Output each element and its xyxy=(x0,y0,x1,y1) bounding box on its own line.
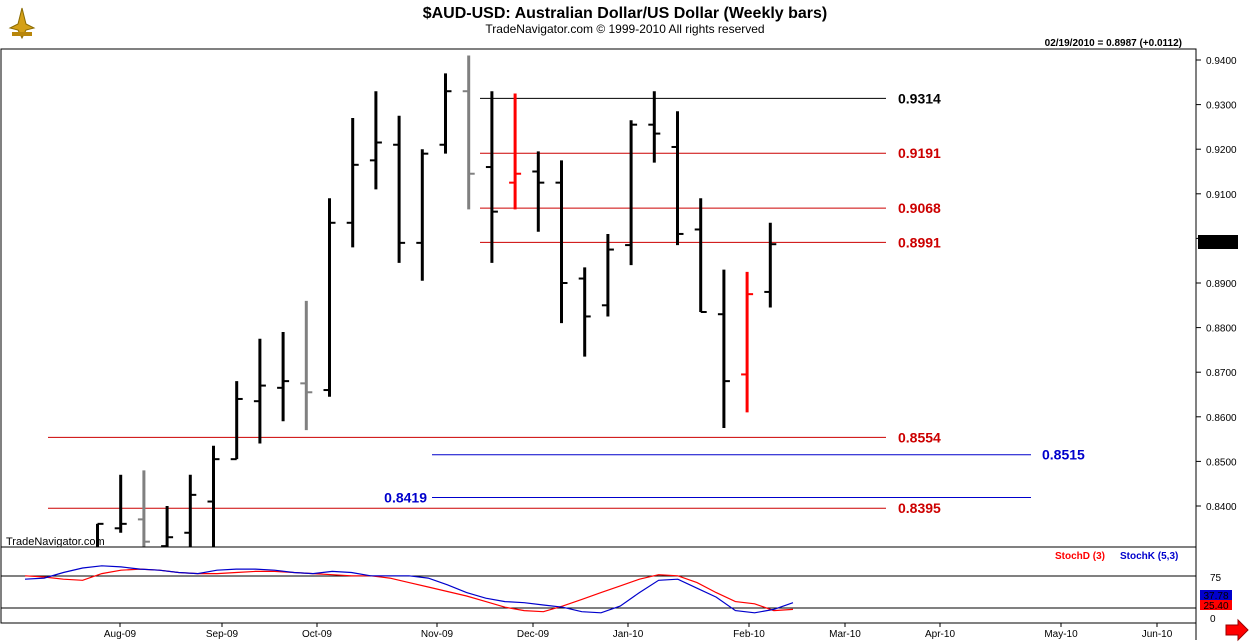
ohlc-bar xyxy=(532,151,545,232)
stoch-line xyxy=(24,565,794,614)
price-tick-label: 0.9400 xyxy=(1206,56,1237,67)
ohlc-bar xyxy=(485,91,498,263)
ohlc-bar xyxy=(764,222,777,308)
last-price-marker: 0.8987 xyxy=(1198,235,1238,249)
price-tick-label: 0.8500 xyxy=(1206,457,1237,468)
stoch-readouts: 37.78 25.40 xyxy=(1200,590,1232,612)
level-label: 0.8554 xyxy=(898,429,941,445)
ohlc-bar xyxy=(671,111,684,246)
ohlc-bar xyxy=(253,338,266,444)
level-label: 0.9068 xyxy=(898,200,941,216)
ohlc-bar xyxy=(277,332,290,422)
price-y-axis: 0.94000.93000.92000.91000.90000.89000.88… xyxy=(1196,56,1237,513)
ohlc-bar xyxy=(625,120,638,266)
date-tick-label: Aug-09 xyxy=(104,629,137,640)
date-tick-label: Nov-09 xyxy=(421,629,454,640)
ohlc-bar xyxy=(346,117,359,248)
price-tick-label: 0.8700 xyxy=(1206,368,1237,379)
watermark-text: TradeNavigator.com xyxy=(6,536,105,548)
stoch-d-readout: 25.40 xyxy=(1203,601,1228,612)
ohlc-bar xyxy=(137,470,150,547)
ohlc-bar xyxy=(184,474,197,547)
date-tick-label: Sep-09 xyxy=(206,629,239,640)
stoch-tick-0: 0 xyxy=(1210,614,1216,625)
ohlc-bar xyxy=(393,115,406,263)
tradenavigator-logo-icon xyxy=(8,7,36,40)
level-label: 0.8419 xyxy=(384,490,427,506)
ohlc-bar xyxy=(694,198,707,313)
level-label: 0.8991 xyxy=(898,234,941,250)
ohlc-bar xyxy=(439,73,452,154)
legend-stoch-d: StochD (3) xyxy=(1055,551,1105,562)
date-tick-label: Dec-09 xyxy=(517,629,550,640)
price-tick-label: 0.8600 xyxy=(1206,413,1237,424)
stochastic-lines xyxy=(24,565,794,614)
stoch-k-readout: 37.78 xyxy=(1203,591,1228,602)
level-label: 0.8515 xyxy=(1042,447,1085,463)
stochastic-panel-frame xyxy=(0,546,1197,624)
ohlc-bar xyxy=(114,474,127,533)
ohlc-bar xyxy=(741,271,754,413)
level-label: 0.9191 xyxy=(898,145,941,161)
price-tick-label: 0.9200 xyxy=(1206,145,1237,156)
price-levels: 0.9314 0.9191 0.9068 0.8991 0.8554 0.8515 0.84… xyxy=(48,90,1085,516)
ohlc-bar xyxy=(369,91,382,190)
last-price-label: 0.8987 xyxy=(1203,238,1234,249)
ohlc-bar xyxy=(323,198,336,397)
date-tick-label: Jun-10 xyxy=(1142,629,1173,640)
ohlc-bar xyxy=(161,506,174,548)
date-tick-label: Mar-10 xyxy=(829,629,861,640)
ohlc-bar xyxy=(230,381,243,461)
date-tick-label: Apr-10 xyxy=(925,629,955,640)
stoch-tick-75: 75 xyxy=(1210,573,1222,584)
legend-stoch-k: StochK (5,3) xyxy=(1120,551,1178,562)
ohlc-bar xyxy=(96,522,104,547)
chart-title: $AUD-USD: Australian Dollar/US Dollar (W… xyxy=(423,5,828,22)
price-panel-frame xyxy=(0,48,1197,548)
level-label: 0.9314 xyxy=(898,90,941,106)
ohlc-bar xyxy=(416,149,429,281)
ohlc-bar xyxy=(555,160,568,324)
ohlc-bars xyxy=(96,55,777,548)
ohlc-bar xyxy=(717,269,730,428)
price-tick-label: 0.9300 xyxy=(1206,101,1237,112)
price-tick-label: 0.8900 xyxy=(1206,279,1237,290)
ohlc-bar xyxy=(300,300,313,431)
date-tick-label: Jan-10 xyxy=(613,629,644,640)
date-x-axis: Aug-09 Sep-09 Oct-09 Nov-09 Dec-09 Jan-10 Feb-… xyxy=(104,623,1173,640)
price-tick-label: 0.9100 xyxy=(1206,190,1237,201)
ohlc-bar xyxy=(648,91,661,163)
date-tick-label: May-10 xyxy=(1044,629,1078,640)
ohlc-bar xyxy=(578,267,591,357)
ohlc-bar xyxy=(509,93,522,210)
price-tick-label: 0.8400 xyxy=(1206,502,1237,513)
price-tick-label: 0.8800 xyxy=(1206,324,1237,335)
ohlc-bar xyxy=(462,55,475,210)
chart-subtitle: TradeNavigator.com © 1999-2010 All right… xyxy=(485,22,764,36)
level-label: 0.8395 xyxy=(898,500,941,516)
scroll-right-arrow-icon[interactable] xyxy=(1225,618,1249,642)
date-tick-label: Oct-09 xyxy=(302,629,332,640)
price-readout: 02/19/2010 = 0.8987 (+0.0112) xyxy=(1045,38,1182,49)
ohlc-bar xyxy=(601,233,614,317)
ohlc-bar xyxy=(207,445,220,547)
date-tick-label: Feb-10 xyxy=(733,629,765,640)
